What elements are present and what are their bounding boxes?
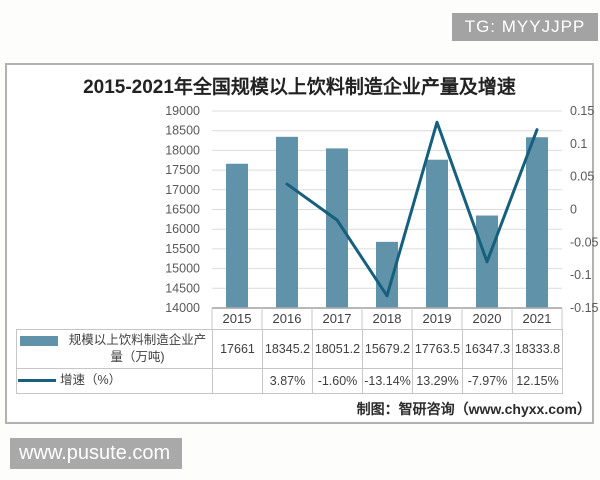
- chart-title: 2015-2021年全国规模以上饮料制造企业产量及增速: [83, 77, 516, 98]
- tg-badge-text: TG: MYYJJPP: [464, 17, 586, 36]
- source-note: 制图：智研咨询（www.chyxx.com）: [356, 401, 591, 417]
- legend-cell-production: 规模以上饮料制造企业产量（万吨): [16, 329, 213, 369]
- growth-value: -7.97%: [462, 367, 513, 394]
- growth-value: 12.15%: [512, 367, 563, 394]
- growth-value: -1.60%: [312, 367, 363, 394]
- tg-badge: TG: MYYJJPP: [452, 13, 598, 41]
- watermark-text: www.pusute.com: [19, 442, 171, 464]
- table-row-production: 规模以上饮料制造企业产量（万吨) 17661 18345.2 18051.2 1…: [16, 329, 563, 369]
- legend-label-growth: 增速（%）: [60, 373, 122, 388]
- watermark-badge: www.pusute.com: [10, 438, 183, 469]
- production-value: 17763.5: [412, 329, 463, 369]
- growth-value: [212, 367, 263, 394]
- production-value: 15679.2: [362, 329, 413, 369]
- production-value: 18051.2: [312, 329, 363, 369]
- production-value: 16347.3: [462, 329, 513, 369]
- growth-value: -13.14%: [362, 367, 413, 394]
- legend-cell-growth: 增速（%）: [16, 367, 213, 394]
- production-value: 18333.8: [512, 329, 563, 369]
- production-value: 18345.2: [262, 329, 313, 369]
- data-table: 规模以上饮料制造企业产量（万吨) 17661 18345.2 18051.2 1…: [16, 329, 563, 394]
- line-legend-swatch-icon: [18, 379, 56, 383]
- legend-label-production: 规模以上饮料制造企业产量（万吨): [68, 333, 207, 364]
- production-value: 17661: [212, 329, 263, 369]
- growth-value: 13.29%: [412, 367, 463, 394]
- bar-legend-swatch-icon: [20, 336, 58, 346]
- growth-value: 3.87%: [262, 367, 313, 394]
- table-row-growth: 增速（%） 3.87% -1.60% -13.14% 13.29% -7.97%…: [16, 367, 563, 394]
